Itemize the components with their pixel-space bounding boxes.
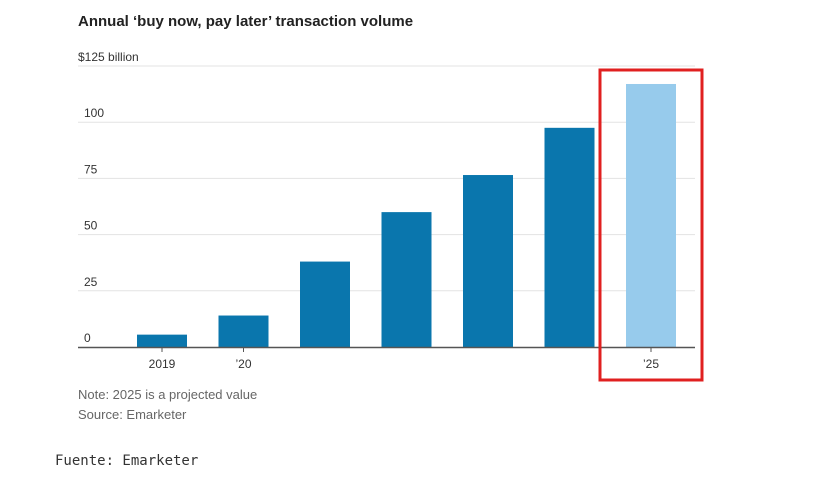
y-axis-tick-labels: 0 25 50 75 100 <box>84 106 104 345</box>
chart-source: Source: Emarketer <box>78 407 187 422</box>
bars <box>78 83 695 349</box>
bar <box>381 212 432 347</box>
bar <box>218 315 269 347</box>
highlight-layer <box>598 68 704 382</box>
x-axis-tick-labels: 2019 ’20 ’25 <box>149 347 659 371</box>
x-tick-label: ’25 <box>643 357 659 371</box>
bar <box>544 127 595 347</box>
x-tick-label: 2019 <box>149 357 176 371</box>
bar <box>300 261 350 347</box>
x-tick-label: ’20 <box>235 357 251 371</box>
y-tick-label: 25 <box>84 275 98 289</box>
y-tick-label: 0 <box>84 331 91 345</box>
y-axis-unit-label: $125 billion <box>78 50 139 64</box>
figure-caption: Fuente: Emarketer <box>55 453 199 469</box>
bar <box>137 334 187 347</box>
chart-title: Annual ‘buy now, pay later’ transaction … <box>78 13 413 30</box>
chart-note: Note: 2025 is a projected value <box>78 387 257 402</box>
y-tick-label: 50 <box>84 219 98 233</box>
bar <box>626 83 676 347</box>
y-tick-label: 75 <box>84 162 98 176</box>
y-tick-label: 100 <box>84 106 104 120</box>
highlight-box <box>598 68 704 382</box>
bar <box>463 175 513 347</box>
